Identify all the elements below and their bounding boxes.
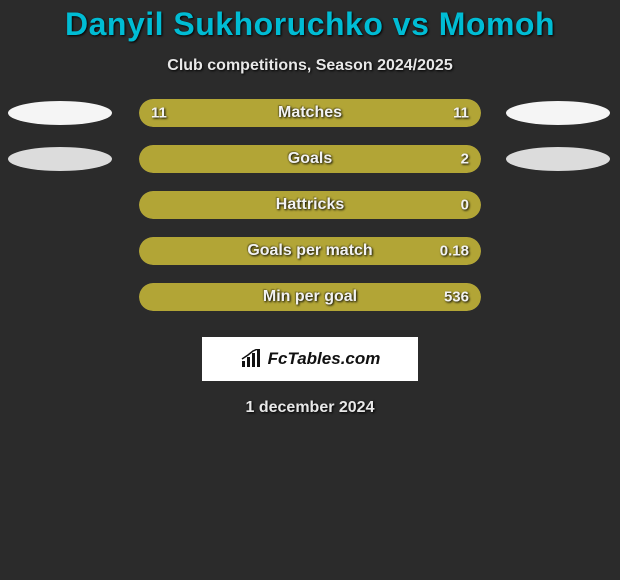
right-ellipse-icon [506,147,610,171]
right-ellipse-icon [506,101,610,125]
stat-label: Min per goal [263,288,357,306]
stat-value-right: 2 [461,151,469,168]
stat-bar: 11 11 Matches [139,99,481,127]
stat-bar: 2 Goals [139,145,481,173]
date-label: 1 december 2024 [246,399,375,417]
stat-row: 2 Goals [0,145,620,173]
stat-row: 0.18 Goals per match [0,237,620,265]
page-title: Danyil Sukhoruchko vs Momoh [65,6,555,43]
stat-row: 11 11 Matches [0,99,620,127]
stat-bar: 0.18 Goals per match [139,237,481,265]
stat-label: Matches [278,104,342,122]
stat-value-right: 11 [453,105,469,122]
comparison-card: Danyil Sukhoruchko vs Momoh Club competi… [0,0,620,417]
stats-area: 11 11 Matches 2 Goals 0 Hattricks 0.18 Goals per… [0,99,620,329]
bar-fill-left [139,145,269,173]
left-ellipse-icon [8,147,112,171]
stat-label: Goals [288,150,332,168]
stat-label: Hattricks [276,196,344,214]
left-ellipse-icon [8,101,112,125]
subtitle: Club competitions, Season 2024/2025 [167,57,452,75]
stat-value-left: 11 [151,105,167,122]
stat-bar: 536 Min per goal [139,283,481,311]
stat-value-right: 0.18 [440,243,469,260]
stat-bar: 0 Hattricks [139,191,481,219]
stat-value-right: 536 [444,289,469,306]
stat-row: 536 Min per goal [0,283,620,311]
stat-label: Goals per match [247,242,372,260]
bar-chart-icon [240,349,264,369]
logo-text: FcTables.com [268,349,381,369]
logo-box[interactable]: FcTables.com [202,337,418,381]
stat-row: 0 Hattricks [0,191,620,219]
stat-value-right: 0 [461,197,469,214]
